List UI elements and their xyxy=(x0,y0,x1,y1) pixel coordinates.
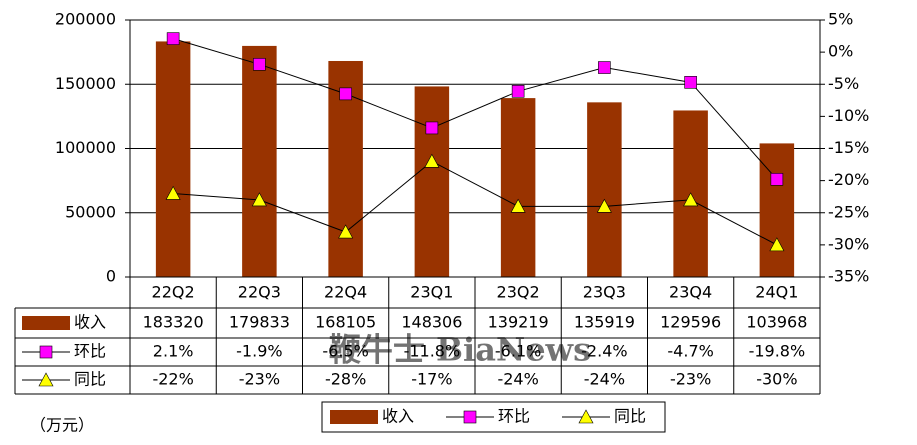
table-cell: 2.1% xyxy=(153,342,194,361)
table-cell: 168105 xyxy=(315,313,376,332)
line xyxy=(172,38,778,180)
table-series-name: 同比 xyxy=(74,370,106,389)
x-tick-label: 23Q2 xyxy=(497,283,540,302)
table-cell: -22% xyxy=(152,370,193,389)
table-cell: -6.5% xyxy=(322,342,368,361)
y-tick-label: 200000 xyxy=(55,10,116,29)
unit-label: （万元） xyxy=(30,416,94,435)
table-cell: 135919 xyxy=(574,313,635,332)
legend-label: 同比 xyxy=(614,407,646,426)
x-tick-label: 22Q2 xyxy=(152,283,195,302)
legend-label: 环比 xyxy=(498,407,530,426)
table-cell: -30% xyxy=(756,370,797,389)
y-tick-label: 50000 xyxy=(65,202,116,221)
marker xyxy=(424,153,440,168)
y-tick-label: 150000 xyxy=(55,74,116,93)
marker xyxy=(770,173,784,186)
marker xyxy=(769,237,785,252)
bar xyxy=(155,41,191,277)
y2-tick-label: -10% xyxy=(828,106,869,125)
table-cell: -23% xyxy=(239,370,280,389)
y2-tick-label: 0% xyxy=(828,42,853,61)
table-cell: -23% xyxy=(670,370,711,389)
table-cell: -11.8% xyxy=(404,342,461,361)
marker xyxy=(425,121,439,135)
y2-tick-label: -15% xyxy=(828,138,869,157)
watermark: 鞭牛士 BiaNews xyxy=(329,331,591,369)
table-cell: -6.1% xyxy=(495,342,541,361)
table-cell: 139219 xyxy=(488,313,549,332)
y2-tick-label: -20% xyxy=(828,170,869,189)
marker xyxy=(253,58,266,71)
y-tick-label: 0 xyxy=(106,267,116,286)
y2-tick-label: -25% xyxy=(828,202,869,221)
table-key xyxy=(39,345,53,359)
x-tick-label: 22Q3 xyxy=(238,283,281,302)
x-tick-label: 24Q1 xyxy=(755,283,798,302)
y-tick-label: 100000 xyxy=(55,138,116,157)
x-tick-label: 22Q4 xyxy=(324,283,367,302)
table-cell: -1.9% xyxy=(236,342,282,361)
table-cell: -28% xyxy=(325,370,366,389)
legend-key xyxy=(578,409,594,424)
table-cell: -17% xyxy=(411,370,452,389)
bar xyxy=(500,98,536,278)
marker xyxy=(165,185,181,200)
marker xyxy=(596,198,612,213)
bar xyxy=(242,45,277,277)
legend-key xyxy=(463,410,477,424)
y2-tick-label: -35% xyxy=(828,267,869,286)
table-series-name: 收入 xyxy=(74,313,106,332)
table-cell: -2.4% xyxy=(581,342,627,361)
line xyxy=(173,160,778,246)
table-cell: 148306 xyxy=(401,313,462,332)
marker xyxy=(251,192,267,207)
bar xyxy=(759,143,795,277)
table-cell: 179833 xyxy=(229,313,290,332)
marker xyxy=(683,192,699,207)
bar xyxy=(587,102,622,277)
bar xyxy=(414,86,450,277)
marker xyxy=(338,224,354,239)
table-cell: 183320 xyxy=(143,313,204,332)
table-series-name: 环比 xyxy=(74,342,106,361)
x-tick-label: 23Q1 xyxy=(410,283,453,302)
table-cell: -24% xyxy=(584,370,625,389)
y2-tick-label: -30% xyxy=(828,234,869,253)
table-cell: 129596 xyxy=(660,313,721,332)
marker xyxy=(510,198,526,213)
table-key xyxy=(22,316,70,330)
marker xyxy=(166,32,180,45)
table-cell: 103968 xyxy=(746,313,807,332)
marker xyxy=(684,76,697,89)
x-tick-label: 23Q4 xyxy=(669,283,712,302)
table-cell: -4.7% xyxy=(667,342,713,361)
table-cell: -24% xyxy=(497,370,538,389)
marker xyxy=(598,61,611,74)
legend-key xyxy=(330,410,378,424)
table-cell: -19.8% xyxy=(749,342,806,361)
marker xyxy=(511,85,525,98)
table-key xyxy=(38,372,54,387)
legend-label: 收入 xyxy=(382,407,414,426)
y2-tick-label: -5% xyxy=(828,74,859,93)
x-tick-label: 23Q3 xyxy=(583,283,626,302)
marker xyxy=(339,87,352,101)
y2-tick-label: 5% xyxy=(828,10,853,29)
